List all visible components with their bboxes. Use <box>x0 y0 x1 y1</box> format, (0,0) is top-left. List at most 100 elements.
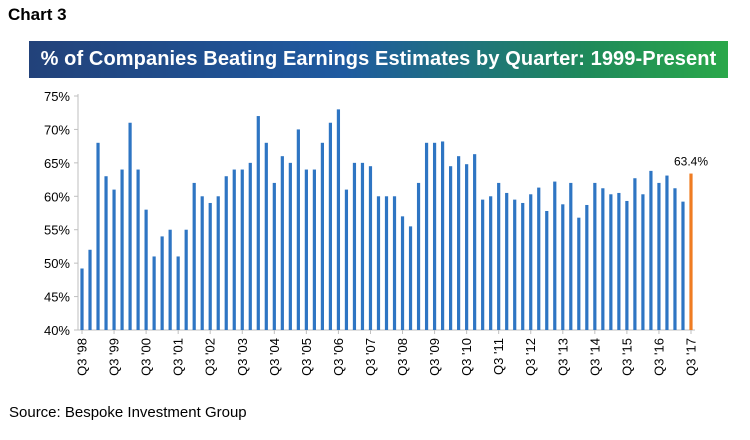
bar <box>120 169 124 330</box>
bar <box>481 199 485 330</box>
bar <box>184 229 188 330</box>
bar <box>328 122 333 330</box>
bar <box>192 182 196 330</box>
bar <box>336 109 341 330</box>
bar <box>272 182 276 330</box>
bar <box>176 256 180 330</box>
bar <box>537 187 541 330</box>
chart-title: % of Companies Beating Earnings Estimate… <box>40 48 717 70</box>
bar <box>360 162 365 330</box>
x-tick-label: Q3 '12 <box>523 338 538 376</box>
bar <box>376 196 381 330</box>
bar <box>240 169 244 330</box>
bar <box>216 196 220 330</box>
x-tick-label: Q3 '15 <box>619 338 634 376</box>
bar <box>80 268 84 330</box>
bar <box>545 210 549 330</box>
source-note: Source: Bespoke Investment Group <box>9 404 247 421</box>
bar <box>617 192 621 330</box>
bar <box>96 142 100 330</box>
bar <box>609 194 613 330</box>
x-tick-label: Q3 '99 <box>107 338 122 376</box>
bar <box>320 142 324 330</box>
bar <box>208 202 212 330</box>
y-tick-label: 55% <box>44 223 70 238</box>
bar <box>248 162 252 330</box>
bar <box>505 192 509 330</box>
bar <box>408 226 413 330</box>
x-tick-label: Q3 '01 <box>171 338 186 376</box>
bar <box>112 189 116 330</box>
y-tick-label: 75% <box>44 89 70 104</box>
x-tick-label: Q3 '00 <box>139 338 154 376</box>
y-tick-label: 40% <box>44 323 70 338</box>
bar <box>104 176 108 330</box>
bar <box>304 169 308 330</box>
x-tick-label: Q3 '07 <box>363 338 378 376</box>
bar <box>569 182 573 330</box>
bar <box>128 122 132 330</box>
x-tick-label: Q3 '16 <box>651 338 666 376</box>
bar-highlight <box>689 173 693 330</box>
bar <box>449 166 453 330</box>
bar <box>561 204 565 330</box>
bar <box>641 194 645 330</box>
bar <box>256 116 260 330</box>
bar <box>224 176 228 330</box>
bar <box>521 202 525 330</box>
x-tick-label: Q3 '11 <box>491 338 506 375</box>
bar <box>232 169 236 330</box>
bar <box>400 216 405 330</box>
x-tick-label: Q3 '17 <box>683 338 698 376</box>
bar <box>296 129 300 330</box>
x-tick-label: Q3 '14 <box>587 338 602 376</box>
y-tick-label: 50% <box>44 256 70 271</box>
bar <box>384 196 389 330</box>
bar <box>152 256 156 330</box>
y-tick-label: 45% <box>44 290 70 305</box>
bar <box>649 170 653 330</box>
bar <box>473 154 477 330</box>
x-tick-label: Q3 '08 <box>395 338 410 376</box>
bar <box>577 217 581 330</box>
bar <box>673 188 677 330</box>
bar <box>344 189 349 330</box>
bar <box>288 162 292 330</box>
bar <box>625 200 629 330</box>
bar <box>601 188 605 330</box>
bar <box>553 181 557 330</box>
bar <box>424 142 429 330</box>
x-tick-label: Q3 '13 <box>555 338 570 376</box>
bar <box>665 175 669 330</box>
bar <box>593 182 597 330</box>
bar <box>457 156 461 330</box>
x-tick-label: Q3 '04 <box>267 338 282 376</box>
y-tick-label: 65% <box>44 156 70 171</box>
x-tick-label: Q3 '09 <box>427 338 442 376</box>
bar <box>585 204 589 330</box>
bar <box>432 142 437 330</box>
bar <box>440 141 445 330</box>
bar <box>489 196 493 330</box>
bar <box>416 182 421 330</box>
bar <box>681 201 685 330</box>
x-tick-label: Q3 '02 <box>203 338 218 376</box>
bar <box>168 229 172 330</box>
bar-chart: 40% 45% 50% 55% 60% 65% 70% 75% 63.4% Q3 '98 Q3 '9… <box>44 89 708 376</box>
data-label: 63.4% <box>674 155 708 169</box>
x-tick-label: Q3 '05 <box>299 338 314 376</box>
title-banner: % of Companies Beating Earnings Estimate… <box>29 41 728 78</box>
chart-label: Chart 3 <box>8 5 67 24</box>
y-tick-label: 60% <box>44 189 70 204</box>
bar <box>657 182 661 330</box>
bar <box>160 236 164 330</box>
bar <box>88 249 92 330</box>
bar <box>497 182 501 330</box>
bar <box>513 199 517 330</box>
bar <box>368 166 373 330</box>
bar <box>465 164 469 330</box>
bar <box>633 178 637 330</box>
x-tick-label: Q3 '06 <box>331 338 346 376</box>
bar <box>312 169 316 330</box>
bar <box>264 142 268 330</box>
